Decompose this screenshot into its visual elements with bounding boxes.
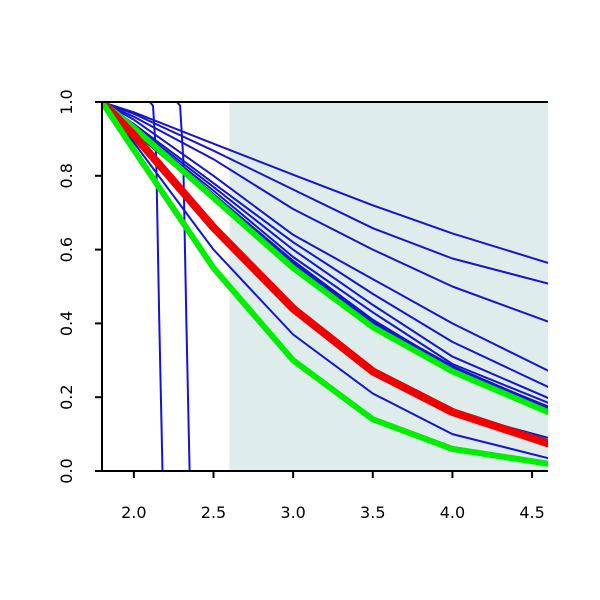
series-line-4 (102, 102, 548, 372)
series-line-14 (102, 102, 548, 471)
series-line-16 (102, 102, 548, 415)
x-tick-label: 3.5 (360, 503, 385, 522)
x-tick-label: 2.5 (201, 503, 226, 522)
y-tick-label: 0.8 (57, 163, 76, 188)
x-tick-label: 2.0 (121, 503, 146, 522)
series-line-17 (102, 102, 548, 448)
y-tick-label: 0.6 (57, 237, 76, 262)
y-tick-label: 1.0 (57, 89, 76, 114)
y-tick-label: 0.4 (57, 311, 76, 336)
series-line-1 (102, 102, 548, 264)
series-group (102, 102, 548, 471)
axes (101, 101, 548, 472)
series-line-3 (102, 102, 548, 323)
x-tick-label: 4.5 (519, 503, 544, 522)
series-line-18 (102, 102, 548, 467)
ticks: 2.0 2.5 3.0 3.5 4.0 4.5 0.0 0.2 0.4 0.6 0.8 1.0 (57, 89, 545, 522)
x-tick-label: 3.0 (280, 503, 305, 522)
series-line-2 (102, 102, 548, 285)
x-tick-label: 4.0 (440, 503, 465, 522)
series-line-12 (102, 102, 548, 460)
shaded-region (229, 102, 548, 471)
y-tick-label: 0.0 (57, 458, 76, 483)
y-tick-label: 0.2 (57, 384, 76, 409)
